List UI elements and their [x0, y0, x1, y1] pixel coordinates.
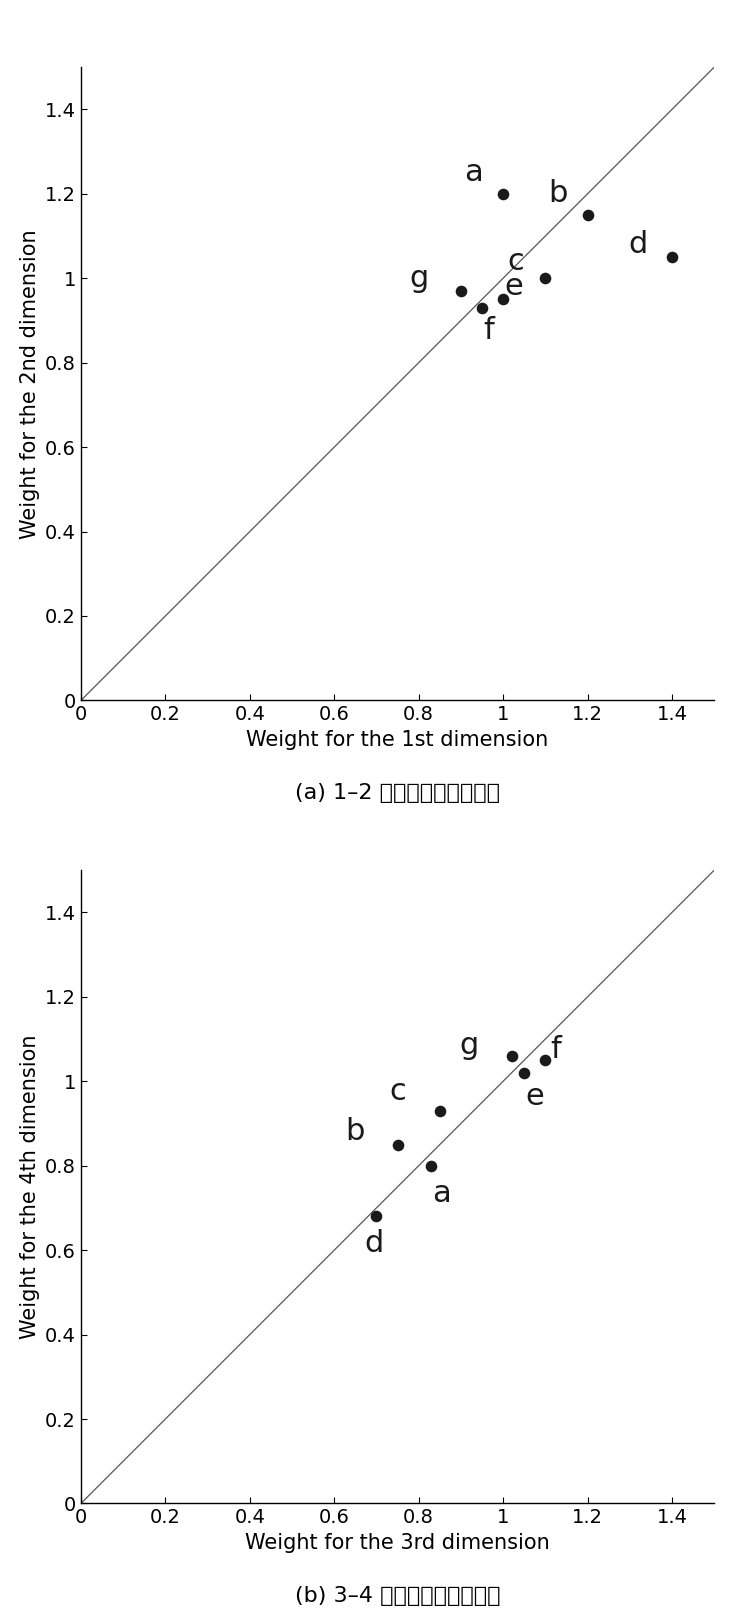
Text: (b) 3–4 軸に関するヒト空間: (b) 3–4 軸に関するヒト空間: [295, 1586, 501, 1605]
Text: g: g: [459, 1030, 479, 1059]
Point: [497, 181, 509, 207]
Text: d: d: [365, 1230, 384, 1259]
X-axis label: Weight for the 1st dimension: Weight for the 1st dimension: [246, 729, 548, 750]
Point: [476, 295, 488, 321]
Point: [506, 1043, 517, 1069]
Text: a: a: [465, 159, 483, 188]
Point: [370, 1204, 382, 1230]
Point: [455, 279, 467, 305]
Text: b: b: [345, 1118, 365, 1147]
Point: [518, 1059, 530, 1085]
Point: [434, 1098, 445, 1124]
Y-axis label: Weight for the 4th dimension: Weight for the 4th dimension: [20, 1035, 40, 1340]
Text: e: e: [526, 1082, 544, 1111]
Point: [539, 1047, 551, 1072]
Text: c: c: [389, 1077, 406, 1106]
Text: d: d: [628, 230, 648, 259]
Text: g: g: [409, 264, 429, 293]
Point: [392, 1132, 404, 1158]
Text: c: c: [507, 246, 524, 275]
Point: [539, 266, 551, 292]
Text: f: f: [483, 316, 494, 345]
Text: e: e: [504, 272, 523, 301]
Point: [497, 287, 509, 313]
Point: [426, 1153, 437, 1179]
Point: [666, 245, 678, 271]
Y-axis label: Weight for the 2nd dimension: Weight for the 2nd dimension: [20, 228, 40, 538]
Text: f: f: [551, 1035, 562, 1064]
Text: b: b: [548, 180, 567, 209]
Point: [581, 202, 593, 228]
X-axis label: Weight for the 3rd dimension: Weight for the 3rd dimension: [245, 1533, 550, 1554]
Text: (a) 1–2 軸に関するヒト空間: (a) 1–2 軸に関するヒト空間: [295, 782, 500, 802]
Text: a: a: [432, 1179, 451, 1207]
